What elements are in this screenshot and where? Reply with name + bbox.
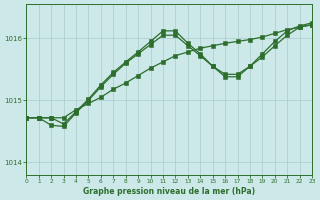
X-axis label: Graphe pression niveau de la mer (hPa): Graphe pression niveau de la mer (hPa) <box>83 187 255 196</box>
